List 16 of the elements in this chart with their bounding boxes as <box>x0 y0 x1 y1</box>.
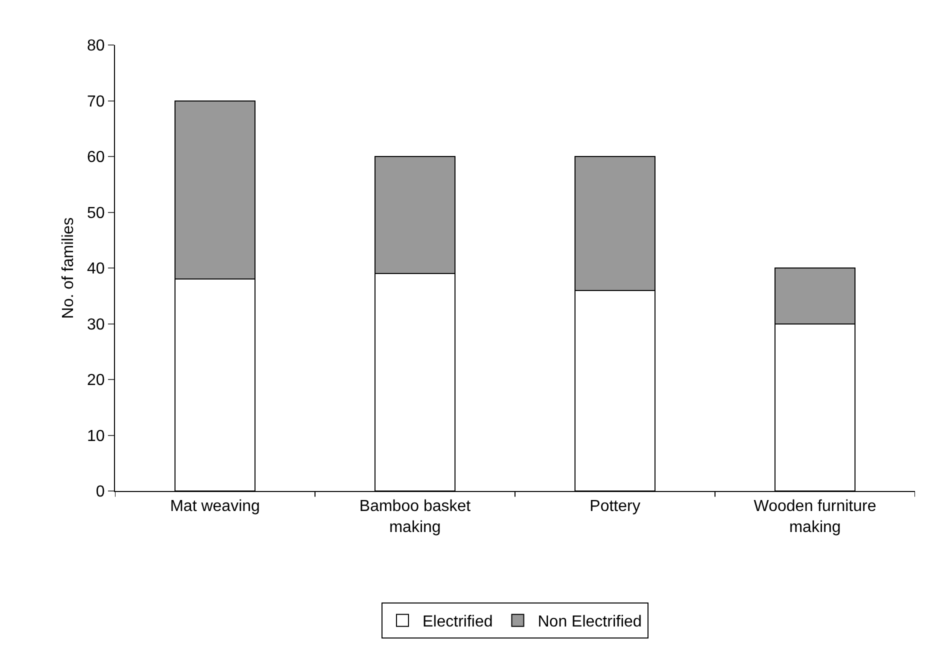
y-tick-label: 40 <box>87 260 105 278</box>
x-tick-label: Wooden furniture making <box>754 498 876 536</box>
y-tick-label: 30 <box>87 316 105 334</box>
legend-label: Non Electrified <box>538 614 642 631</box>
y-tick-label: 0 <box>96 484 105 501</box>
x-tick-label: Pottery <box>590 498 640 516</box>
x-tick-label: Bamboo basket making <box>359 498 472 536</box>
y-tick-label: 50 <box>87 204 105 222</box>
y-tick-label: 70 <box>87 93 105 110</box>
y-tick-label: 20 <box>87 372 105 390</box>
y-axis-title: No. of families <box>60 217 77 319</box>
legend-label: Electrified <box>422 614 493 631</box>
y-tick-label: 10 <box>87 428 105 445</box>
y-tick-label: 80 <box>87 38 105 55</box>
x-tick-label: Mat weaving <box>170 498 260 516</box>
y-tick-label: 60 <box>87 149 105 166</box>
